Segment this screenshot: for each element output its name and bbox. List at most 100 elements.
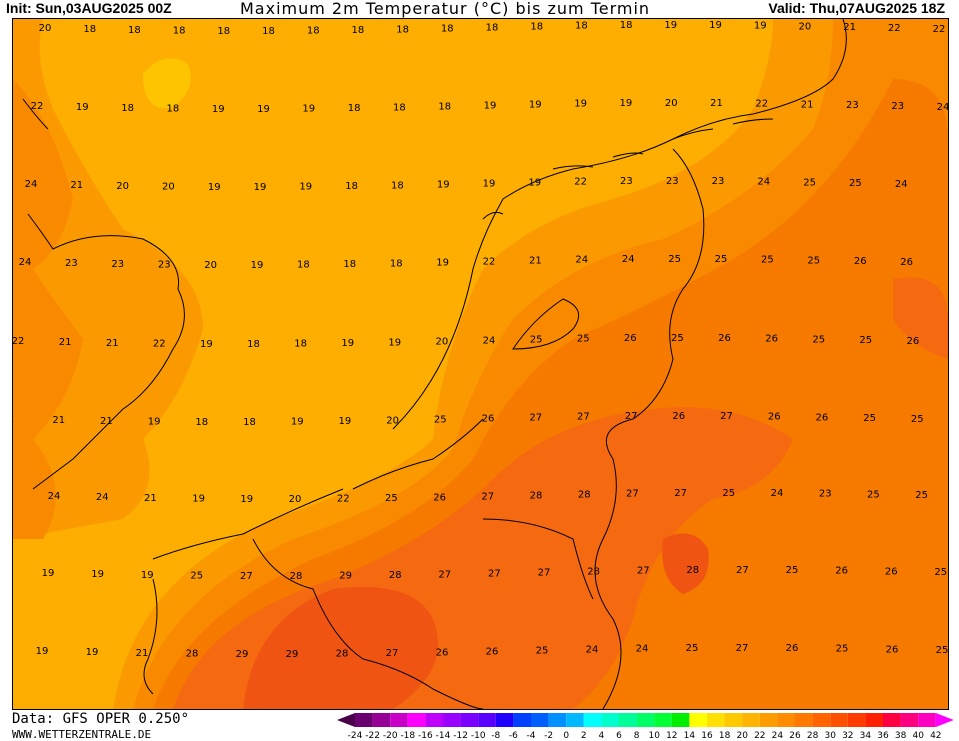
legend-swatch: [443, 713, 461, 727]
legend-swatch: [407, 713, 426, 727]
station-value: 28: [578, 489, 591, 500]
station-value: 1: [12, 414, 14, 425]
chart-title: Maximum 2m Temperatur (°C) bis zum Termi…: [240, 0, 651, 18]
contour-24-26: [153, 79, 948, 709]
color-legend: -24 -22 -20 -18 -16 -14 -12 -10 -8 -6 -4 -2 0 2 4 6 8 10 1…: [337, 713, 954, 740]
station-value: 18: [262, 26, 275, 37]
station-value: 29: [339, 571, 352, 582]
station-value: 18: [396, 24, 409, 35]
legend-label: 20: [736, 731, 748, 740]
station-value: 24: [48, 491, 61, 502]
legend-label: -20: [383, 731, 398, 740]
station-value: 18: [195, 417, 208, 428]
station-value: 28: [186, 649, 199, 660]
station-value: 27: [674, 488, 687, 499]
station-value: 26: [482, 413, 495, 424]
legend-swatch: [513, 713, 531, 727]
legend-label: 8: [634, 731, 640, 740]
station-value: 18: [83, 24, 96, 35]
contour-28-30: [243, 587, 438, 709]
station-value: 18: [247, 339, 260, 350]
station-value: 27: [386, 648, 399, 659]
legend-label: 40: [912, 731, 924, 740]
station-value: 26: [436, 647, 449, 658]
legend-label: -22: [365, 731, 380, 740]
station-value: 19: [254, 182, 267, 193]
station-value: 19: [709, 20, 722, 31]
station-value: 21: [52, 415, 65, 426]
station-value: 22: [31, 101, 44, 112]
station-value: 25: [671, 333, 684, 344]
legend-label: 22: [754, 731, 765, 740]
legend-swatch: [337, 713, 355, 727]
station-value: 19: [36, 646, 49, 657]
station-value: 21: [529, 255, 542, 266]
station-value: 28: [290, 571, 303, 582]
legend-swatch: [654, 713, 672, 727]
station-value: 26: [907, 336, 920, 347]
legend-swatch: [548, 713, 567, 727]
temperature-map: 20 18 18 18 18 18 18 18 18 18 18 18 18 18 19 19 19 20 21 22…: [12, 18, 949, 710]
station-value: 21: [70, 180, 83, 191]
legend-label: -8: [491, 731, 500, 740]
station-value: 25: [859, 335, 872, 346]
website-credit: WWW.WETTERZENTRALE.DE: [12, 728, 152, 741]
station-value: 18: [391, 180, 404, 191]
station-value: 19: [91, 569, 104, 580]
station-value: 18: [345, 181, 358, 192]
station-value: 19: [257, 104, 270, 115]
station-value: 25: [863, 413, 876, 424]
legend-label: 36: [877, 731, 889, 740]
legend-swatch: [372, 713, 391, 727]
station-value: 26: [886, 644, 899, 655]
legend-swatch: [583, 713, 602, 727]
station-value: 19: [212, 104, 225, 115]
station-value: 26: [786, 643, 799, 654]
station-value: 27: [625, 411, 638, 422]
station-value: 19: [339, 416, 352, 427]
station-value: 19: [208, 182, 221, 193]
station-value: 21: [843, 22, 856, 33]
station-value: 26: [816, 412, 829, 423]
station-value: 23: [712, 176, 725, 187]
init-time: Init: Sun,03AUG2025 00Z: [6, 0, 172, 16]
station-value: 25: [915, 490, 928, 501]
legend-swatch: [935, 713, 954, 727]
station-value: 22: [12, 336, 24, 347]
station-value: 25: [934, 567, 947, 578]
legend-swatch: [707, 713, 725, 727]
station-value: 18: [438, 101, 451, 112]
station-value: 24: [575, 255, 588, 266]
station-value: 19: [574, 99, 587, 110]
station-value: 19: [437, 179, 450, 190]
station-value: 26: [718, 333, 731, 344]
station-value: 25: [867, 489, 880, 500]
legend-swatch: [636, 713, 655, 727]
station-value: 28: [336, 649, 349, 660]
station-value: 18: [243, 417, 256, 428]
legend-swatch: [478, 713, 496, 727]
legend-label: 16: [701, 731, 713, 740]
legend-label: 24: [772, 731, 784, 740]
station-value: 29: [236, 649, 249, 660]
station-value: 19: [86, 647, 99, 658]
legend-swatch: [918, 713, 936, 727]
legend-label: 30: [824, 731, 836, 740]
station-value: 21: [100, 416, 113, 427]
legend-swatch: [495, 713, 514, 727]
station-value: 19: [251, 260, 264, 271]
legend-label: 32: [842, 731, 853, 740]
legend-label: -16: [418, 731, 433, 740]
legend-swatch: [724, 713, 743, 727]
legend-swatch: [900, 713, 919, 727]
legend-swatch: [425, 713, 443, 727]
station-value: 27: [736, 643, 749, 654]
temperature-contours: [13, 19, 948, 709]
contour-28-30-b: [662, 533, 709, 594]
station-value: 25: [686, 643, 699, 654]
legend-label: 4: [599, 731, 605, 740]
contour-16-18: [143, 58, 191, 109]
station-value: 28: [686, 565, 699, 576]
station-value: 19: [664, 20, 677, 31]
station-value: 22: [483, 256, 496, 267]
